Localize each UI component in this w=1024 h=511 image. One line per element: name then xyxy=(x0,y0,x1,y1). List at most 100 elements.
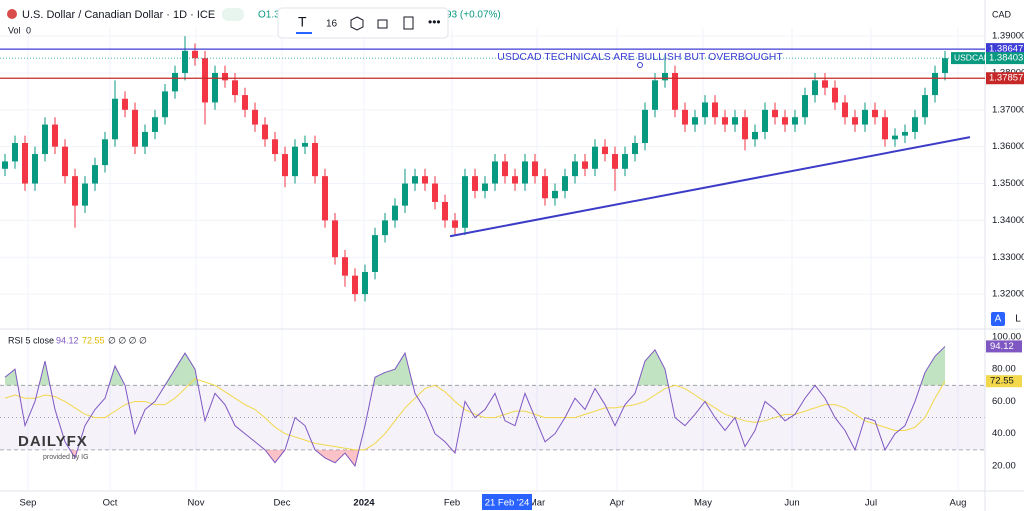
logo-provider: provided by IG xyxy=(43,454,89,461)
x-tick-label: Aug xyxy=(950,498,967,509)
y-tick-label: 1.37000 xyxy=(992,104,1024,115)
candle-body xyxy=(932,72,938,96)
candle-body xyxy=(402,183,408,206)
text-tool[interactable]: T xyxy=(298,14,307,30)
candle-body xyxy=(502,161,508,177)
volume-label: Vol xyxy=(8,25,21,35)
rsi-value: 94.12 xyxy=(56,335,79,345)
candle-body xyxy=(332,220,338,258)
symbol-tag xyxy=(951,52,985,65)
candle-body xyxy=(262,124,268,140)
candle-body xyxy=(372,235,378,272)
x-tick-label: Jun xyxy=(784,498,799,509)
x-tick-label: Sep xyxy=(20,498,37,509)
status-pill[interactable] xyxy=(222,8,244,21)
candle-body xyxy=(662,72,668,81)
candle-body xyxy=(542,176,548,199)
candle-body xyxy=(702,102,708,118)
candle-body xyxy=(912,117,918,132)
candle-body xyxy=(252,109,258,125)
settings-icon[interactable] xyxy=(350,16,364,31)
candle-body xyxy=(162,91,168,118)
rsi-ma-line xyxy=(4,378,946,451)
candle-body xyxy=(782,117,788,125)
x-tick-label: Jul xyxy=(865,498,877,509)
candle-body xyxy=(72,176,78,206)
candle-body xyxy=(362,271,368,295)
candle-body xyxy=(802,95,808,118)
candle-body xyxy=(832,87,838,103)
font-size[interactable]: 16 xyxy=(326,19,338,30)
candle-body xyxy=(472,176,478,191)
candle-body xyxy=(292,146,298,177)
level-tag xyxy=(986,72,1024,85)
rsi-line xyxy=(4,346,946,468)
candle-body xyxy=(482,183,488,191)
rsi-value-tag-label: 94.12 xyxy=(990,341,1014,352)
candle-body xyxy=(882,117,888,140)
candle-body xyxy=(62,146,68,177)
candle-body xyxy=(212,72,218,103)
x-tick-label: 2024 xyxy=(353,498,375,509)
delete-icon[interactable] xyxy=(403,16,414,30)
rsi-title: RSI 5 close xyxy=(8,335,54,345)
candle-body xyxy=(742,117,748,140)
x-tick-label: May xyxy=(694,498,712,509)
x-tick-label: Mar xyxy=(529,498,545,509)
candle-body xyxy=(22,142,28,184)
candle-body xyxy=(922,95,928,118)
candle-body xyxy=(682,109,688,125)
x-tick-label: Nov xyxy=(188,498,205,509)
scale-button[interactable]: A xyxy=(995,314,1002,325)
more-icon[interactable]: ••• xyxy=(428,15,441,29)
ohlc-partial: O1.3 xyxy=(258,10,280,21)
scale-button[interactable]: L xyxy=(1015,314,1021,325)
candle-body xyxy=(92,165,98,184)
candle-body xyxy=(752,131,758,140)
candle-body xyxy=(462,176,468,228)
candle-body xyxy=(842,102,848,118)
candle-body xyxy=(642,109,648,143)
rsi-ma-tag-label: 72.55 xyxy=(990,376,1014,387)
y-tick-label: 1.32000 xyxy=(992,289,1024,300)
candle-body xyxy=(632,142,638,155)
candle-body xyxy=(892,135,898,140)
candle-body xyxy=(222,72,228,81)
candle-body xyxy=(692,117,698,125)
candle-body xyxy=(532,161,538,177)
candle-body xyxy=(2,161,8,169)
crosshair-date-tag xyxy=(482,494,532,510)
lock-icon[interactable] xyxy=(377,19,388,29)
candle-body xyxy=(442,201,448,221)
candle-body xyxy=(202,58,208,103)
crosshair-date: 21 Feb '24 xyxy=(485,498,530,509)
candle-body xyxy=(872,109,878,118)
candle-body xyxy=(772,109,778,118)
last-price-tag xyxy=(986,52,1024,65)
x-tick-label: Feb xyxy=(444,498,460,509)
candle-body xyxy=(122,98,128,110)
level-label: 1.38647 xyxy=(989,44,1023,55)
level-label: 1.37857 xyxy=(989,73,1023,84)
rsi-ma-tag xyxy=(986,375,1022,388)
candle-body xyxy=(552,190,558,199)
candle-body xyxy=(862,109,868,125)
candle-body xyxy=(192,50,198,59)
candle-body xyxy=(852,117,858,125)
candle-body xyxy=(392,205,398,221)
candle-body xyxy=(102,139,108,166)
candle-body xyxy=(272,139,278,155)
drawing-toolbar: T 16 ••• xyxy=(277,7,449,39)
candle-body xyxy=(382,220,388,236)
candle-body xyxy=(672,72,678,110)
candle-body xyxy=(322,176,328,221)
candle-body xyxy=(492,161,498,184)
candle-body xyxy=(572,161,578,177)
x-tick-label: Oct xyxy=(103,498,118,509)
candle-body xyxy=(352,275,358,295)
candle-body xyxy=(602,146,608,155)
candle-body xyxy=(422,176,428,184)
candle-body xyxy=(792,117,798,125)
rsi-extra: ∅ ∅ ∅ ∅ xyxy=(108,335,147,345)
volume-value: 0 xyxy=(26,25,31,35)
